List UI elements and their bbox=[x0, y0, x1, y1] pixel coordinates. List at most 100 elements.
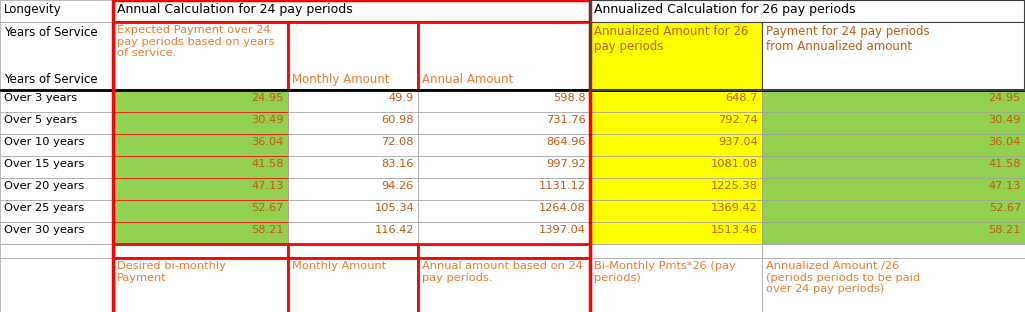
Text: Bi-Monthly Pmts*26 (pay
periods): Bi-Monthly Pmts*26 (pay periods) bbox=[594, 261, 736, 283]
Bar bbox=[762, 22, 1025, 90]
Bar bbox=[418, 258, 590, 312]
Bar bbox=[113, 200, 288, 222]
Text: 24.95: 24.95 bbox=[989, 93, 1021, 103]
Bar bbox=[762, 90, 1025, 112]
Bar bbox=[113, 112, 288, 134]
Text: 49.9: 49.9 bbox=[388, 93, 414, 103]
Bar bbox=[113, 134, 288, 156]
Text: Over 5 years: Over 5 years bbox=[4, 115, 77, 125]
Bar bbox=[418, 222, 590, 244]
Bar bbox=[762, 244, 1025, 258]
Bar bbox=[113, 178, 288, 200]
Text: 41.58: 41.58 bbox=[988, 159, 1021, 169]
Text: 997.92: 997.92 bbox=[546, 159, 586, 169]
Bar bbox=[590, 90, 762, 112]
Bar bbox=[418, 134, 590, 156]
Text: 36.04: 36.04 bbox=[989, 137, 1021, 147]
Bar bbox=[418, 22, 590, 90]
Bar bbox=[288, 156, 418, 178]
Text: 58.21: 58.21 bbox=[988, 225, 1021, 235]
Text: Monthly Amount: Monthly Amount bbox=[292, 73, 390, 86]
Text: Annual Calculation for 24 pay periods: Annual Calculation for 24 pay periods bbox=[117, 3, 353, 16]
Text: 1264.08: 1264.08 bbox=[539, 203, 586, 213]
Text: 52.67: 52.67 bbox=[989, 203, 1021, 213]
Text: Over 3 years: Over 3 years bbox=[4, 93, 77, 103]
Text: 83.16: 83.16 bbox=[381, 159, 414, 169]
Bar bbox=[113, 0, 590, 312]
Text: 648.7: 648.7 bbox=[726, 93, 758, 103]
Text: 116.42: 116.42 bbox=[374, 225, 414, 235]
Bar bbox=[0, 90, 113, 112]
Bar bbox=[0, 134, 113, 156]
Bar bbox=[762, 178, 1025, 200]
Bar bbox=[418, 156, 590, 178]
Text: 731.76: 731.76 bbox=[546, 115, 586, 125]
Text: Annualized Amount /26
(periods periods to be paid
over 24 pay periods): Annualized Amount /26 (periods periods t… bbox=[766, 261, 920, 294]
Text: 105.34: 105.34 bbox=[374, 203, 414, 213]
Text: 792.74: 792.74 bbox=[719, 115, 758, 125]
Text: Years of Service: Years of Service bbox=[4, 73, 97, 86]
Bar bbox=[113, 244, 288, 258]
Text: 1225.38: 1225.38 bbox=[711, 181, 758, 191]
Text: 1369.42: 1369.42 bbox=[711, 203, 758, 213]
Text: Desired bi-monthly
Payment: Desired bi-monthly Payment bbox=[117, 261, 226, 283]
Text: 94.26: 94.26 bbox=[381, 181, 414, 191]
Bar bbox=[288, 200, 418, 222]
Text: Longevity: Longevity bbox=[4, 3, 61, 16]
Bar bbox=[288, 178, 418, 200]
Bar bbox=[590, 22, 762, 90]
Bar bbox=[288, 90, 418, 112]
Bar bbox=[590, 134, 762, 156]
Bar bbox=[418, 244, 590, 258]
Bar bbox=[288, 258, 418, 312]
Bar bbox=[418, 178, 590, 200]
Bar bbox=[762, 258, 1025, 312]
Text: Payment for 24 pay periods
from Annualized amount: Payment for 24 pay periods from Annualiz… bbox=[766, 25, 930, 53]
Bar bbox=[113, 156, 288, 178]
Bar bbox=[113, 0, 590, 22]
Text: Expected Payment over 24
pay periods based on years
of service.: Expected Payment over 24 pay periods bas… bbox=[117, 25, 275, 58]
Text: Over 30 years: Over 30 years bbox=[4, 225, 84, 235]
Text: 1397.04: 1397.04 bbox=[539, 225, 586, 235]
Bar bbox=[0, 200, 113, 222]
Bar bbox=[0, 178, 113, 200]
Bar bbox=[0, 22, 113, 90]
Bar bbox=[762, 200, 1025, 222]
Bar bbox=[762, 156, 1025, 178]
Text: 52.67: 52.67 bbox=[251, 203, 284, 213]
Bar bbox=[762, 134, 1025, 156]
Text: 1081.08: 1081.08 bbox=[711, 159, 758, 169]
Text: 30.49: 30.49 bbox=[251, 115, 284, 125]
Text: 30.49: 30.49 bbox=[988, 115, 1021, 125]
Text: 36.04: 36.04 bbox=[251, 137, 284, 147]
Text: 47.13: 47.13 bbox=[251, 181, 284, 191]
Text: 72.08: 72.08 bbox=[381, 137, 414, 147]
Text: 60.98: 60.98 bbox=[381, 115, 414, 125]
Bar bbox=[418, 112, 590, 134]
Bar bbox=[288, 112, 418, 134]
Bar bbox=[590, 0, 1025, 22]
Bar bbox=[418, 200, 590, 222]
Text: 24.95: 24.95 bbox=[251, 93, 284, 103]
Text: 937.04: 937.04 bbox=[719, 137, 758, 147]
Text: Years of Service: Years of Service bbox=[4, 26, 97, 39]
Text: Over 15 years: Over 15 years bbox=[4, 159, 84, 169]
Bar bbox=[0, 222, 113, 244]
Bar bbox=[0, 156, 113, 178]
Bar bbox=[762, 112, 1025, 134]
Bar bbox=[0, 258, 113, 312]
Bar bbox=[590, 258, 762, 312]
Text: 598.8: 598.8 bbox=[554, 93, 586, 103]
Text: Annualized Calculation for 26 pay periods: Annualized Calculation for 26 pay period… bbox=[594, 3, 856, 16]
Bar bbox=[590, 156, 762, 178]
Text: Over 20 years: Over 20 years bbox=[4, 181, 84, 191]
Bar bbox=[418, 90, 590, 112]
Text: 41.58: 41.58 bbox=[251, 159, 284, 169]
Bar bbox=[113, 222, 288, 244]
Text: 1513.46: 1513.46 bbox=[711, 225, 758, 235]
Bar bbox=[0, 112, 113, 134]
Bar bbox=[590, 222, 762, 244]
Bar bbox=[113, 258, 288, 312]
Bar bbox=[762, 222, 1025, 244]
Bar bbox=[288, 244, 418, 258]
